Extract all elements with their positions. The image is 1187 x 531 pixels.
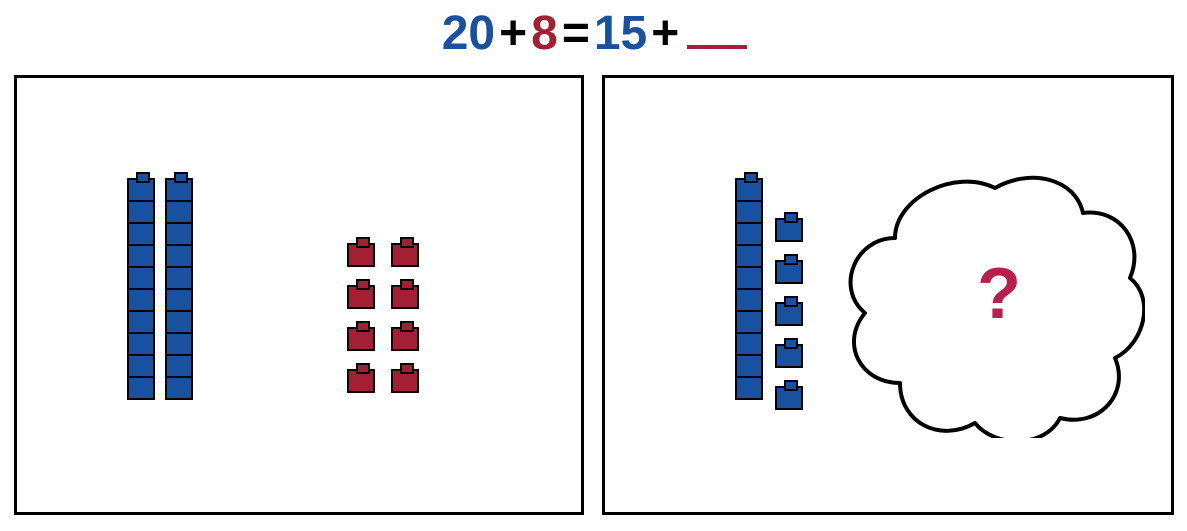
cube xyxy=(127,266,155,290)
thought-cloud: ? xyxy=(845,168,1145,438)
cube xyxy=(735,288,763,312)
cube xyxy=(165,178,193,202)
cube xyxy=(735,244,763,268)
cube xyxy=(127,222,155,246)
cube xyxy=(165,376,193,400)
question-mark: ? xyxy=(977,253,1021,335)
cube xyxy=(165,222,193,246)
cube xyxy=(165,354,193,378)
cube xyxy=(127,244,155,268)
cube xyxy=(165,288,193,312)
cube xyxy=(127,178,155,202)
cube xyxy=(391,327,419,351)
cube xyxy=(735,310,763,334)
cube xyxy=(391,369,419,393)
equation-part: 20 xyxy=(440,6,497,61)
cube xyxy=(735,266,763,290)
cube xyxy=(165,200,193,224)
equation-blank xyxy=(687,11,747,49)
cube xyxy=(165,332,193,356)
cube xyxy=(347,369,375,393)
cube xyxy=(165,310,193,334)
cube xyxy=(735,376,763,400)
cube xyxy=(735,178,763,202)
cube xyxy=(391,285,419,309)
cube xyxy=(735,354,763,378)
cube-stack-group xyxy=(127,178,193,398)
cube xyxy=(775,344,803,368)
cube xyxy=(391,243,419,267)
cube xyxy=(127,354,155,378)
cube xyxy=(347,285,375,309)
equation-part: 8 xyxy=(529,6,560,61)
cube xyxy=(775,260,803,284)
panel-right: ? xyxy=(602,75,1174,515)
cube xyxy=(165,244,193,268)
cube xyxy=(347,327,375,351)
cube xyxy=(347,243,375,267)
cube xyxy=(127,376,155,400)
cube xyxy=(735,332,763,356)
equation-part: + xyxy=(497,6,529,61)
cube xyxy=(165,266,193,290)
cube xyxy=(127,332,155,356)
cube xyxy=(127,288,155,312)
equation: 20 + 8 = 15 + xyxy=(0,6,1187,61)
cube xyxy=(775,218,803,242)
cube xyxy=(127,310,155,334)
cube xyxy=(735,200,763,224)
cube xyxy=(775,302,803,326)
equation-part: = xyxy=(560,6,592,61)
equation-part: 15 xyxy=(592,6,649,61)
cube xyxy=(775,386,803,410)
panel-left xyxy=(14,75,584,515)
cube xyxy=(127,200,155,224)
equation-part: + xyxy=(649,6,681,61)
cube-stack-group xyxy=(735,178,763,398)
cube xyxy=(735,222,763,246)
